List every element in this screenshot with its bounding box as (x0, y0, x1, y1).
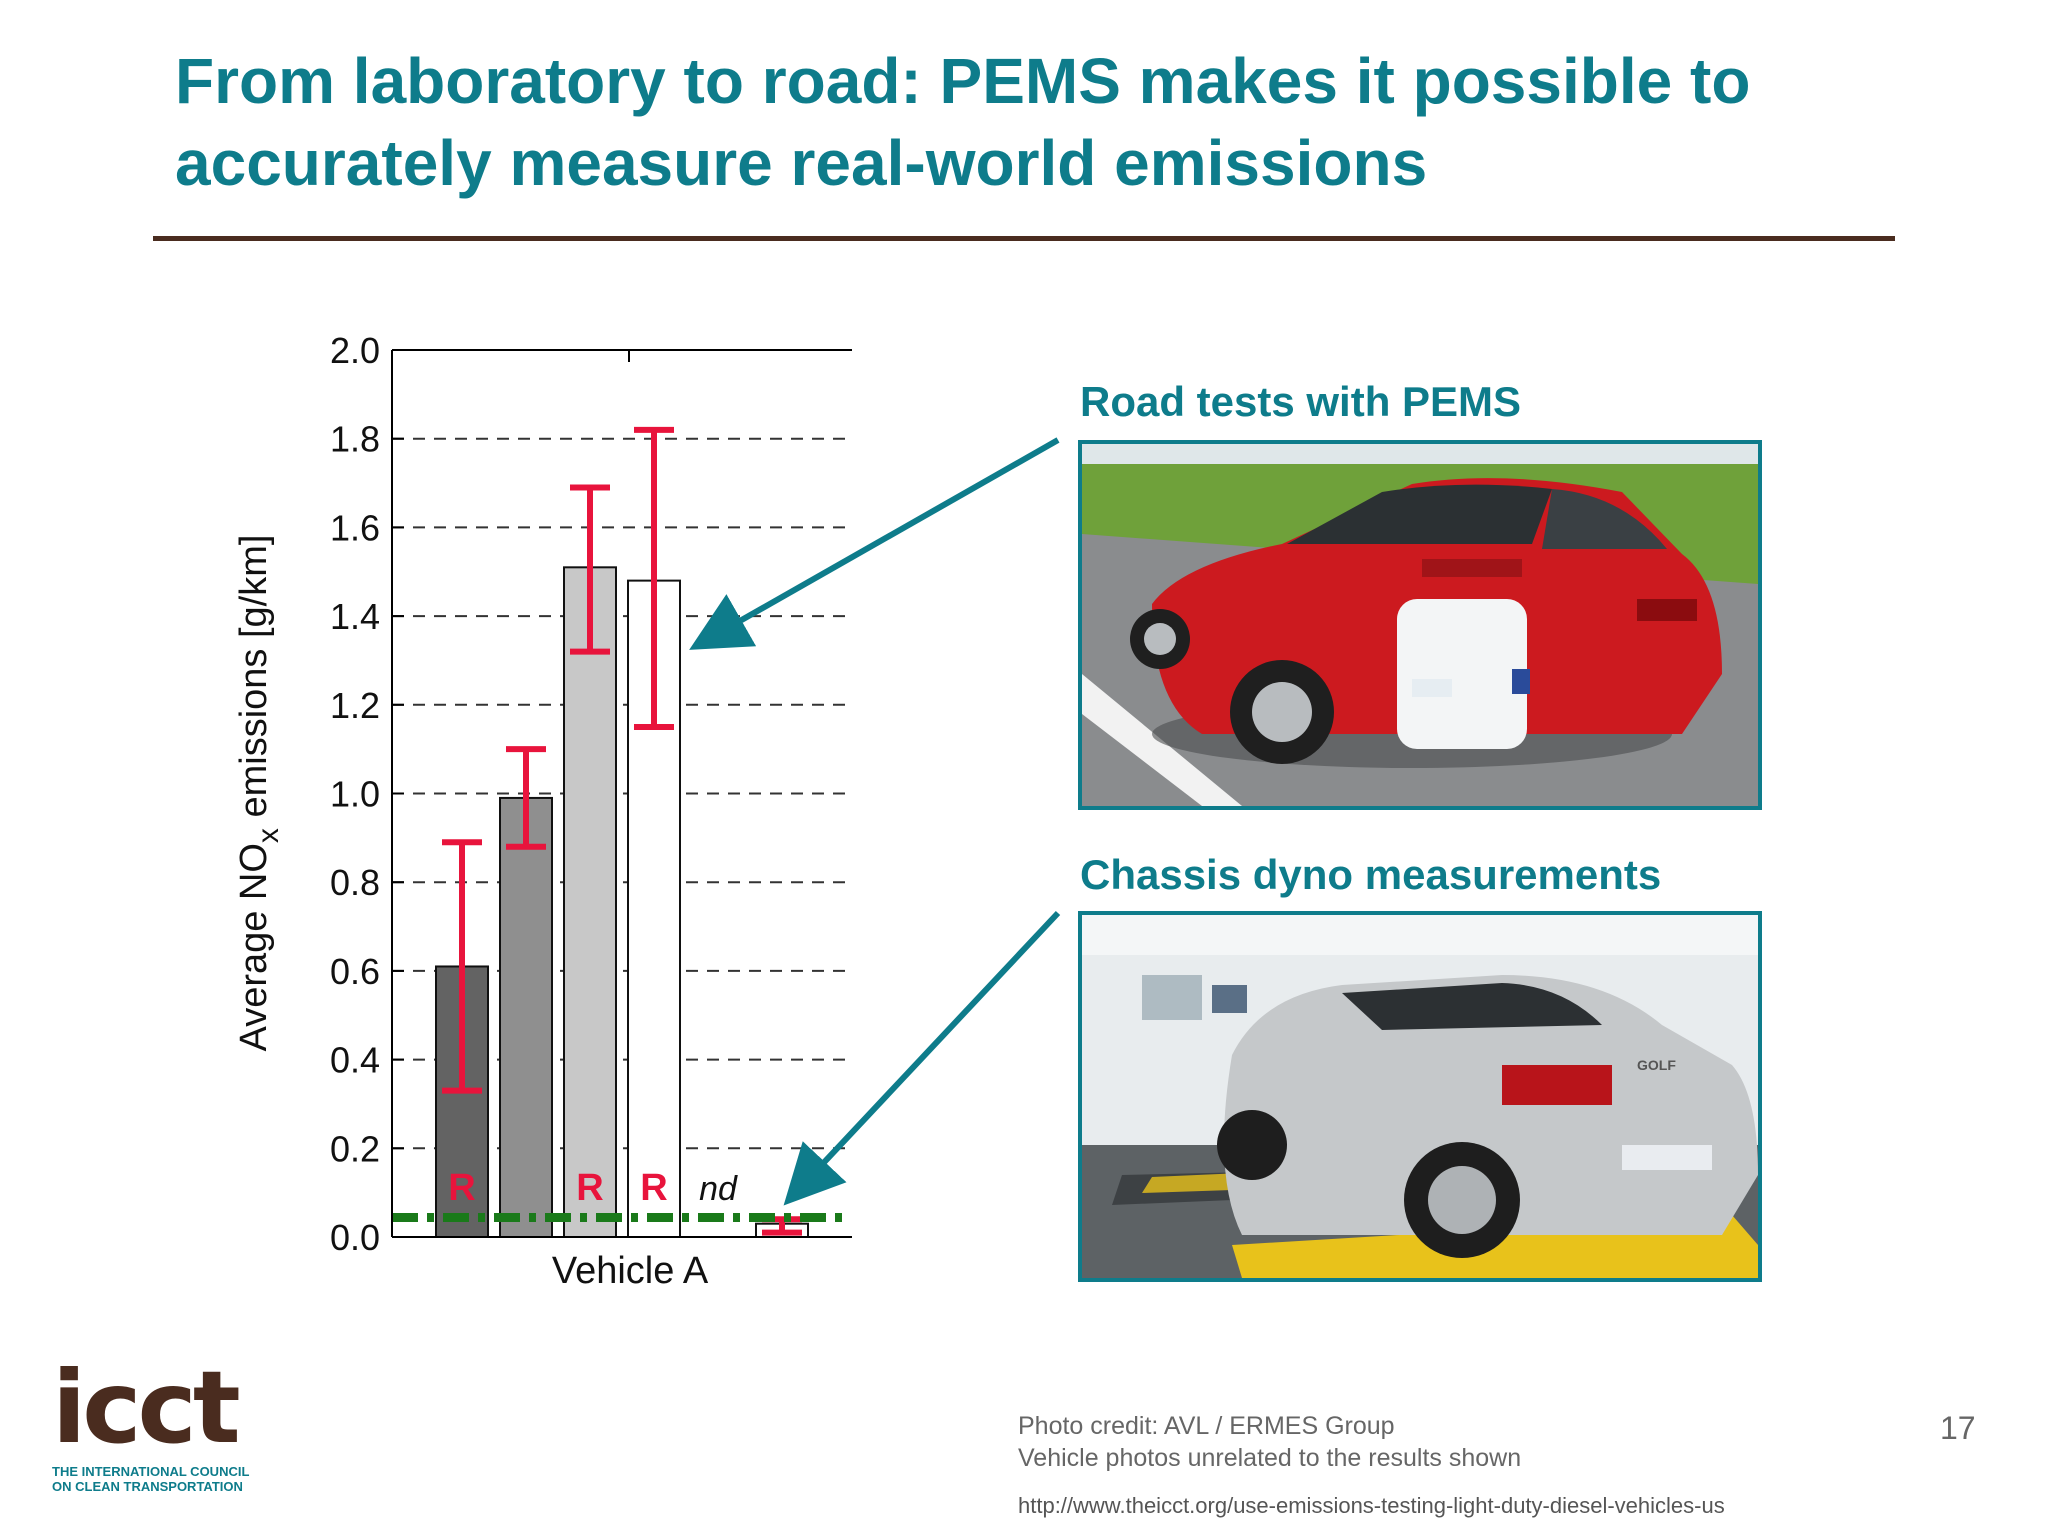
y-tick-label: 0.8 (330, 862, 380, 903)
red-car-illustration (1082, 444, 1758, 806)
y-tick-label: 1.8 (330, 419, 380, 460)
y-tick-label: 1.2 (330, 685, 380, 726)
y-tick-label: 0.6 (330, 951, 380, 992)
y-axis-label-subscript: x (252, 828, 285, 843)
bar-label: R (640, 1167, 667, 1209)
y-tick-label: 2.0 (330, 330, 380, 371)
silver-car-illustration: GOLF (1082, 915, 1758, 1278)
y-tick-label: 1.0 (330, 774, 380, 815)
icct-logo: icct THE INTERNATIONAL COUNCIL ON CLEAN … (52, 1349, 272, 1495)
y-axis-label-suffix: emissions [g/km] (233, 535, 275, 829)
y-tick-label: 0.4 (330, 1040, 380, 1081)
bar-label: R (448, 1167, 475, 1209)
photo-credit: Photo credit: AVL / ERMES Group Vehicle … (1018, 1410, 1521, 1474)
title-divider (153, 236, 1895, 241)
photo-credit-line2: Vehicle photos unrelated to the results … (1018, 1444, 1522, 1472)
road-test-photo (1078, 440, 1762, 810)
golf-badge: GOLF (1637, 1057, 1676, 1073)
source-url: http://www.theicct.org/use-emissions-tes… (1018, 1493, 1725, 1518)
slide-title: From laboratory to road: PEMS makes it p… (175, 45, 1751, 199)
road-arrow (689, 437, 1060, 650)
chassis-dyno-photo: GOLF (1078, 911, 1762, 1282)
x-axis-label: Vehicle A (552, 1250, 709, 1292)
road-test-label: Road tests with PEMS (1080, 378, 1522, 425)
y-axis-label-prefix: Average NO (233, 843, 275, 1051)
y-tick-label: 1.6 (330, 507, 380, 548)
icct-logo-subtitle-line2: ON CLEAN TRANSPORTATION (52, 1479, 243, 1494)
y-axis-label: Average NOx emissions [g/km] (233, 535, 285, 1052)
y-tick-label: 0.0 (330, 1217, 380, 1258)
bar-label: R (576, 1167, 603, 1209)
page-number: 17 (1940, 1410, 1976, 1446)
bar (499, 796, 553, 1238)
y-tick-label: 0.2 (330, 1128, 380, 1169)
icct-logo-subtitle-line1: THE INTERNATIONAL COUNCIL (52, 1464, 250, 1479)
icct-logo-subtitle: THE INTERNATIONAL COUNCIL ON CLEAN TRANS… (52, 1464, 272, 1494)
bar-label: nd (699, 1170, 738, 1208)
chassis-dyno-label: Chassis dyno measurements (1080, 851, 1662, 898)
photo-credit-line1: Photo credit: AVL / ERMES Group (1018, 1412, 1395, 1440)
bar (563, 566, 617, 1238)
y-tick-label: 1.4 (330, 596, 380, 637)
icct-logo-word: icct (52, 1349, 241, 1466)
dyno-arrow (783, 910, 1061, 1206)
